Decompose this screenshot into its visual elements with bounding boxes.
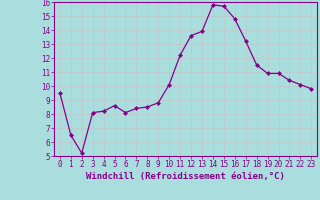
X-axis label: Windchill (Refroidissement éolien,°C): Windchill (Refroidissement éolien,°C)	[86, 172, 285, 181]
